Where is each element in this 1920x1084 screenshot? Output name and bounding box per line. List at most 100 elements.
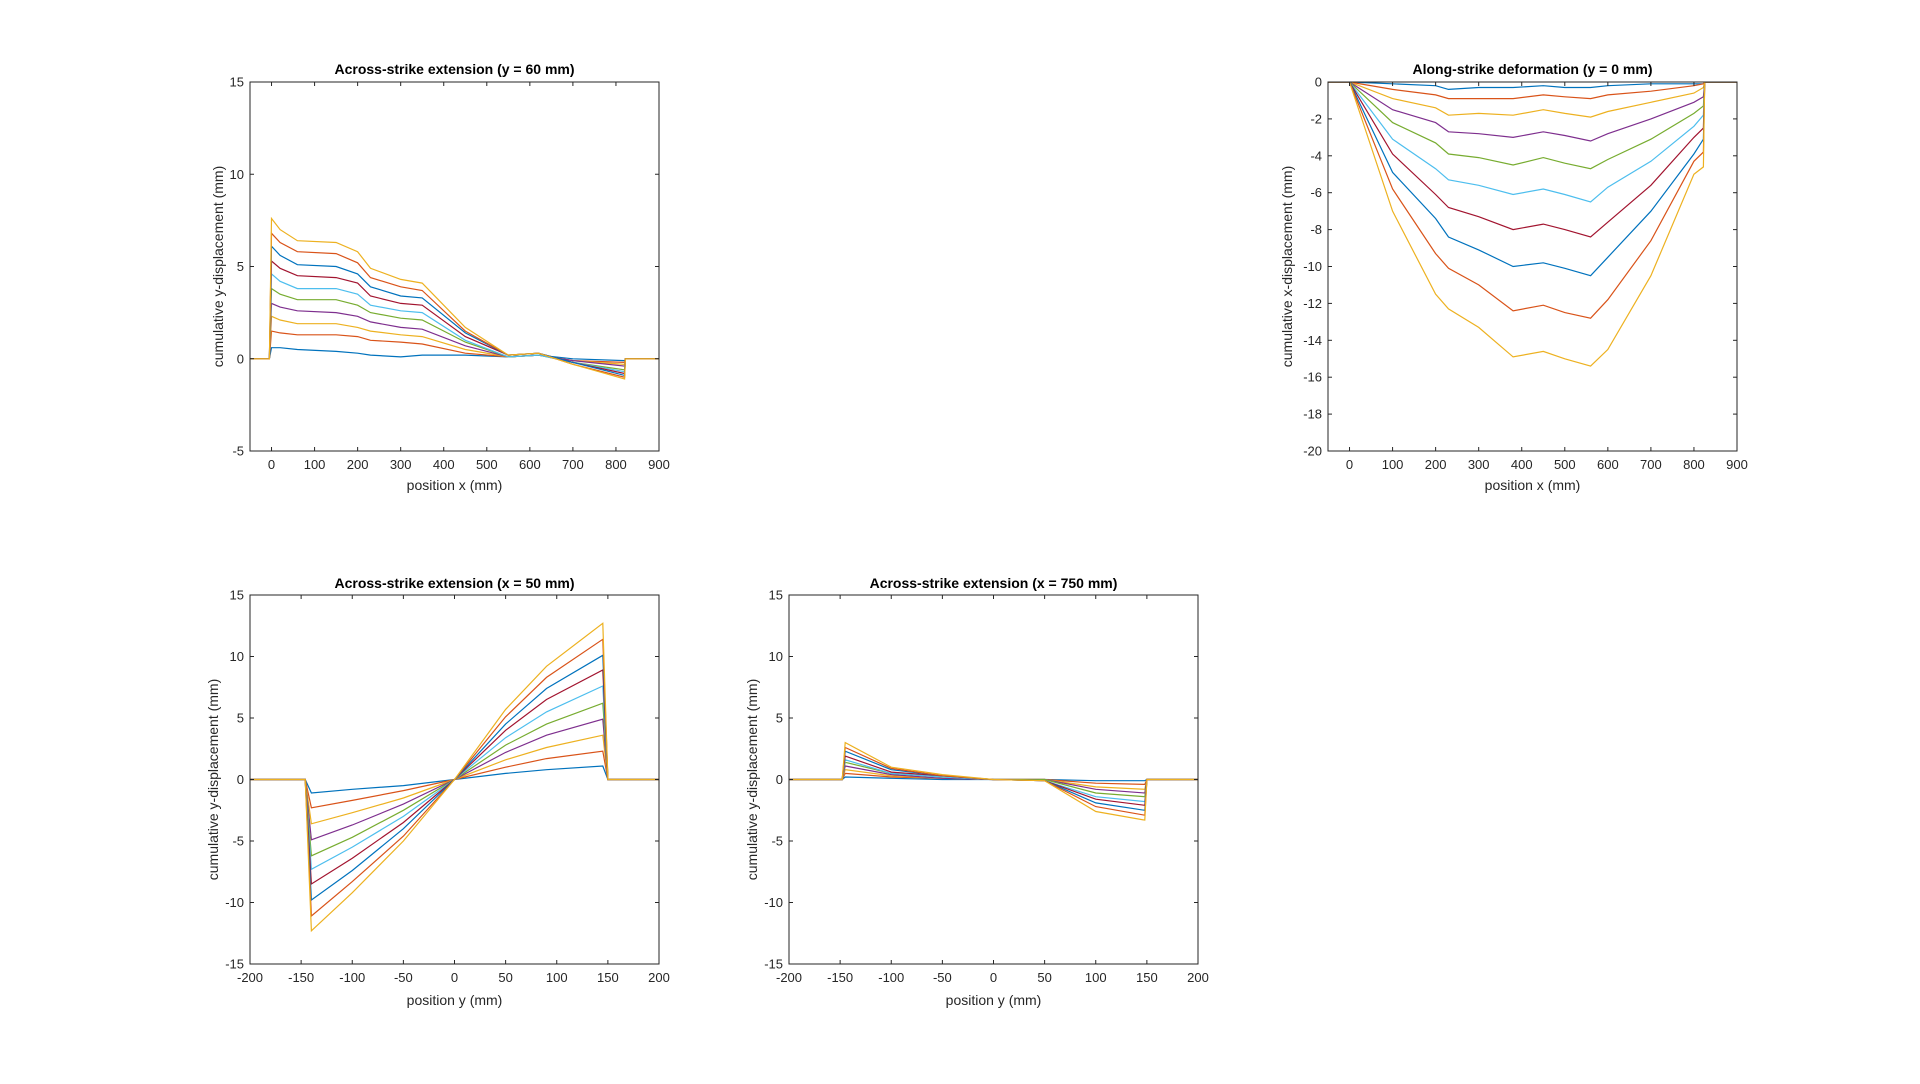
series-line-8 bbox=[1328, 82, 1737, 277]
series-line-9 bbox=[1328, 82, 1737, 319]
series-line-8 bbox=[250, 244, 659, 377]
x-tick-label: 700 bbox=[562, 457, 584, 472]
x-axis-label: position x (mm) bbox=[407, 477, 503, 493]
y-tick-label: 5 bbox=[237, 711, 244, 726]
x-axis-label: position x (mm) bbox=[1485, 477, 1581, 493]
y-tick-label: 0 bbox=[237, 772, 244, 787]
plot-lines bbox=[250, 216, 659, 380]
x-tick-label: 800 bbox=[1683, 457, 1705, 472]
subplot-across-strike-x750: Across-strike extension (x = 750 mm) pos… bbox=[744, 575, 1209, 1008]
x-tick-label: 50 bbox=[1037, 970, 1051, 985]
subplot-across-strike-y60: Across-strike extension (y = 60 mm) posi… bbox=[210, 61, 670, 493]
series-line-1 bbox=[789, 776, 1198, 782]
series-line-4 bbox=[1328, 82, 1737, 142]
series-line-4 bbox=[250, 302, 659, 367]
series-line-7 bbox=[1328, 82, 1737, 238]
y-tick-label: -5 bbox=[232, 444, 244, 459]
x-tick-label: 100 bbox=[1382, 457, 1404, 472]
series-line-1 bbox=[1328, 82, 1737, 91]
series-line-6 bbox=[1328, 82, 1737, 203]
y-tick-label: 0 bbox=[1315, 75, 1322, 90]
y-tick-label: 0 bbox=[237, 351, 244, 366]
y-tick-label: 15 bbox=[769, 588, 783, 603]
y-tick-label: 5 bbox=[776, 711, 783, 726]
x-tick-label: 0 bbox=[268, 457, 275, 472]
series-line-6 bbox=[250, 272, 659, 373]
x-axis-label: position y (mm) bbox=[407, 992, 503, 1008]
x-tick-label: -150 bbox=[827, 970, 853, 985]
chart-title: Across-strike extension (x = 750 mm) bbox=[870, 575, 1118, 591]
series-line-3 bbox=[1328, 82, 1737, 118]
y-tick-label: -14 bbox=[1303, 333, 1322, 348]
y-tick-label: -20 bbox=[1303, 444, 1322, 459]
series-line-10 bbox=[250, 622, 659, 933]
y-tick-label: -15 bbox=[764, 957, 783, 972]
y-tick-label: 15 bbox=[230, 588, 244, 603]
y-tick-label: -12 bbox=[1303, 296, 1322, 311]
y-tick-label: -15 bbox=[225, 957, 244, 972]
x-tick-label: -50 bbox=[394, 970, 413, 985]
x-tick-label: 500 bbox=[1554, 457, 1576, 472]
y-tick-label: -8 bbox=[1310, 222, 1322, 237]
y-tick-label: -10 bbox=[764, 895, 783, 910]
y-tick-label: -10 bbox=[225, 895, 244, 910]
y-tick-label: 10 bbox=[230, 167, 244, 182]
series-line-2 bbox=[1328, 82, 1737, 100]
y-tick-label: -4 bbox=[1310, 148, 1322, 163]
chart-title: Across-strike extension (x = 50 mm) bbox=[334, 575, 574, 591]
x-tick-label: 900 bbox=[1726, 457, 1748, 472]
plot-lines bbox=[1328, 82, 1737, 367]
x-tick-label: 400 bbox=[1511, 457, 1533, 472]
series-line-1 bbox=[250, 347, 659, 362]
x-tick-label: 0 bbox=[451, 970, 458, 985]
y-tick-label: -5 bbox=[232, 834, 244, 849]
y-axis-label: cumulative x-displacement (mm) bbox=[1279, 166, 1295, 368]
x-tick-label: 100 bbox=[546, 970, 568, 985]
x-tick-label: 700 bbox=[1640, 457, 1662, 472]
x-axis-label: position y (mm) bbox=[946, 992, 1042, 1008]
y-axis-label: cumulative y-displacement (mm) bbox=[744, 679, 760, 881]
x-tick-label: 600 bbox=[519, 457, 541, 472]
y-tick-label: -2 bbox=[1310, 111, 1322, 126]
series-line-10 bbox=[789, 741, 1198, 821]
series-line-10 bbox=[1328, 82, 1737, 367]
x-tick-label: 200 bbox=[648, 970, 670, 985]
x-tick-label: -200 bbox=[776, 970, 802, 985]
x-tick-label: 200 bbox=[347, 457, 369, 472]
x-tick-label: 300 bbox=[390, 457, 412, 472]
x-tick-label: -100 bbox=[878, 970, 904, 985]
x-tick-label: 150 bbox=[1136, 970, 1158, 985]
series-line-5 bbox=[1328, 82, 1737, 170]
x-tick-label: 50 bbox=[498, 970, 512, 985]
plot-lines bbox=[789, 741, 1198, 821]
y-tick-label: -18 bbox=[1303, 407, 1322, 422]
y-tick-label: 5 bbox=[237, 259, 244, 274]
subplot-along-strike-y0: Along-strike deformation (y = 0 mm) posi… bbox=[1279, 61, 1748, 493]
x-tick-label: -100 bbox=[339, 970, 365, 985]
x-tick-label: 800 bbox=[605, 457, 627, 472]
series-line-10 bbox=[250, 216, 659, 380]
y-tick-label: 10 bbox=[230, 649, 244, 664]
chart-title: Across-strike extension (y = 60 mm) bbox=[334, 61, 574, 77]
y-tick-label: -10 bbox=[1303, 259, 1322, 274]
y-tick-label: 10 bbox=[769, 649, 783, 664]
x-tick-label: 900 bbox=[648, 457, 670, 472]
subplot-across-strike-x50: Across-strike extension (x = 50 mm) posi… bbox=[205, 575, 670, 1008]
x-tick-label: 600 bbox=[1597, 457, 1619, 472]
y-axis-label: cumulative y-displacement (mm) bbox=[210, 166, 226, 368]
y-axis-label: cumulative y-displacement (mm) bbox=[205, 679, 221, 881]
axes-box bbox=[1327, 81, 1738, 452]
x-tick-label: 300 bbox=[1468, 457, 1490, 472]
y-tick-label: -5 bbox=[771, 834, 783, 849]
x-tick-label: 0 bbox=[990, 970, 997, 985]
x-tick-label: 400 bbox=[433, 457, 455, 472]
series-line-2 bbox=[250, 330, 659, 364]
x-tick-label: 500 bbox=[476, 457, 498, 472]
axes-box bbox=[249, 81, 660, 452]
chart-title: Along-strike deformation (y = 0 mm) bbox=[1413, 61, 1653, 77]
x-tick-label: -200 bbox=[237, 970, 263, 985]
series-line-5 bbox=[250, 287, 659, 371]
x-tick-label: 200 bbox=[1187, 970, 1209, 985]
series-line-6 bbox=[250, 685, 659, 871]
